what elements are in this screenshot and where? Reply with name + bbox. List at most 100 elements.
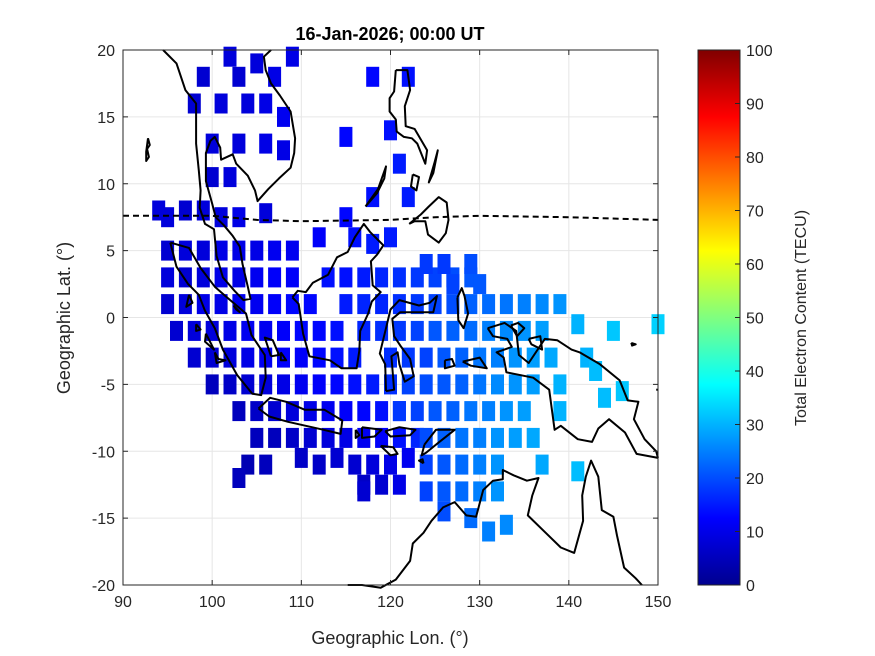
tec-cell [232,468,246,488]
tec-cell [375,474,389,495]
coastline [145,138,151,162]
chart-title: 16-Jan-2026; 00:00 UT [295,24,484,44]
y-tick-label: -5 [101,377,115,394]
tec-cell [392,320,406,341]
tec-cell [259,203,273,224]
coastline [361,426,383,439]
y-tick-label: 5 [106,244,115,261]
tec-cell [187,347,201,368]
coastline [204,333,215,351]
tec-cell [419,454,433,475]
tec-cell [419,347,433,368]
tec-cell [259,454,273,475]
tec-cell [268,294,282,315]
colorbar-tick-label: 0 [746,578,755,595]
tec-cell [241,347,255,368]
tec-cell [437,254,451,274]
tec-cell [437,374,451,395]
tec-cell [375,294,389,315]
tec-cell [223,347,237,368]
x-tick-label: 110 [289,594,315,611]
tec-cell [339,126,353,147]
tec-cell [366,233,380,254]
tec-cell [571,314,585,335]
tec-cell [419,254,433,274]
y-axis-label: Geographic Lat. (°) [54,242,74,394]
tec-cell [526,427,540,448]
tec-cell [392,153,406,174]
tec-cell [491,347,504,368]
tec-cell [410,320,424,341]
tec-cell [232,66,246,87]
tec-cell [339,207,353,228]
tec-cell [491,427,504,448]
tec-cell [410,401,424,422]
tec-cell [473,274,487,295]
colorbar-tick-label: 90 [746,97,764,114]
tec-cell [330,374,344,395]
coastline [364,165,387,208]
tec-cell [250,240,264,261]
colorbar-tick-label: 50 [746,311,764,328]
tec-cell [366,374,380,395]
x-tick-label: 90 [114,594,132,611]
tec-cell [464,320,478,341]
tec-cell [339,401,353,422]
coastline [354,429,361,439]
tec-cell [375,401,389,422]
tec-cell [499,294,513,315]
tec-cell [419,481,433,502]
tec-cell [401,187,415,208]
tec-cell [250,53,264,74]
tec-cell [312,374,326,395]
tec-cell [312,227,326,248]
coastline [257,396,344,435]
tec-cell [277,140,290,161]
tec-cell [508,374,522,395]
tec-cell [232,207,246,228]
tec-cell [357,267,371,288]
tec-cell [384,120,397,141]
tec-cell [214,207,228,228]
tec-cell [508,427,522,448]
tec-cell [589,361,603,381]
tec-cell [214,267,228,288]
magnetic-equator-line [123,214,659,223]
x-tick-label: 140 [555,594,582,611]
tec-cell [437,454,451,475]
tec-cell [482,294,496,315]
tec-cell [277,106,290,127]
tec-cell [285,427,299,448]
tec-cell [241,374,255,395]
tec-cell [482,521,496,542]
coastline [347,459,643,589]
colorbar-tick-label: 100 [746,43,773,60]
tec-cell [339,294,353,315]
tec-cell [366,66,380,87]
y-tick-label: -10 [92,444,115,461]
x-tick-label: 100 [199,594,226,611]
tec-cell [357,481,371,502]
tec-cell [303,294,317,315]
y-tick-label: -20 [92,578,115,595]
tec-cell [214,93,228,114]
tec-cell [178,267,192,288]
tec-cell [232,133,246,154]
x-tick-label: 120 [377,594,404,611]
tec-cell [268,240,282,261]
tec-cell [357,401,371,422]
tec-cell [598,387,611,408]
tec-cell [268,267,282,288]
tec-cell [303,401,317,422]
tec-cell [401,447,415,468]
x-tick-label: 150 [645,594,672,611]
tec-cell [482,401,496,422]
tec-cell [294,447,308,468]
tec-cell [392,294,406,315]
tec-cell [464,401,478,422]
tec-cell [428,320,442,341]
coastline [195,323,202,332]
tec-cell [285,267,299,288]
tec-cell [339,267,353,288]
coastline [162,49,297,302]
